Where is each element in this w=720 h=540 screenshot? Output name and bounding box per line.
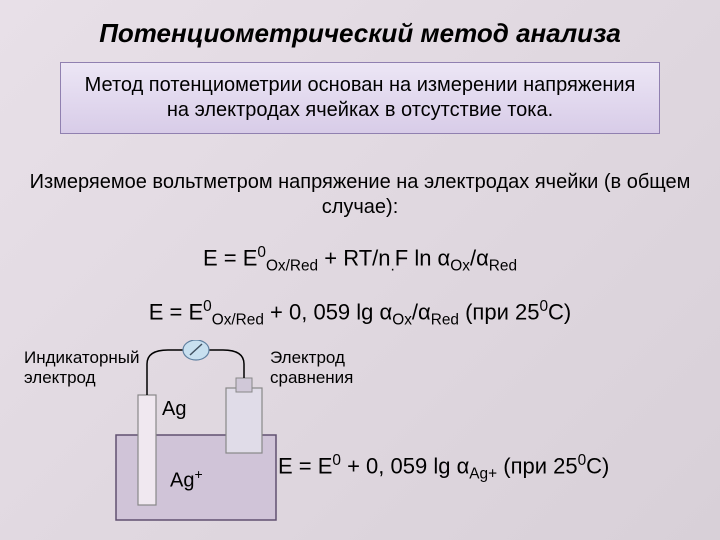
page-title: Потенциометрический метод анализа [0,18,720,49]
electrode-reference [226,388,262,453]
wire-left [147,350,186,395]
ag-plus-label: Ag+ [170,466,203,493]
formula-25c: E = E0Ox/Red + 0, 059 lg αOx/αRed (при 2… [0,298,720,330]
subtitle: Измеряемое вольтметром напряжение на эле… [0,170,720,220]
intro-box: Метод потенциометрии основан на измерени… [60,62,660,134]
electrode-reference-cap [236,378,252,392]
formula-ag: E = E0 + 0, 059 lg αAg+ (при 250С) [278,452,609,484]
formula-general: E = E0Ox/Red + RT/n.F ln αOx/αRed [0,244,720,276]
electrode-indicator [138,395,156,505]
wire-right [206,350,244,378]
cell-diagram [108,340,283,530]
ag-label: Ag [162,398,186,421]
label-line2: электрод [24,368,96,387]
